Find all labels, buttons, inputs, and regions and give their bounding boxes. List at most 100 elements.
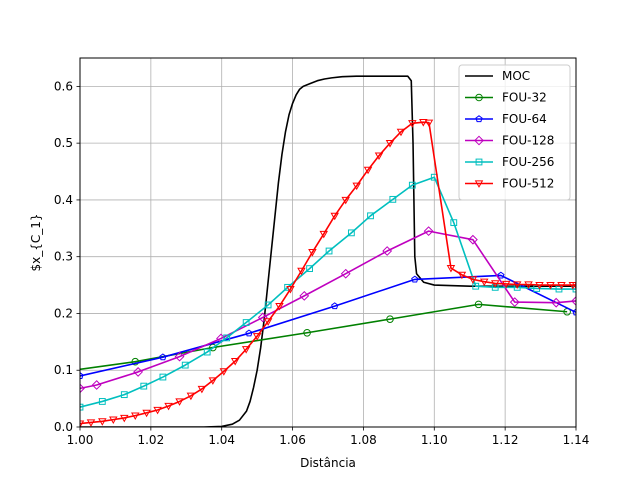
data-point-fou-128: [257, 312, 268, 323]
data-point-fou-512: [186, 392, 196, 401]
data-point-fou-512: [164, 402, 173, 411]
y-tick-label: 0.5: [54, 136, 73, 150]
legend-marker: [474, 180, 484, 188]
data-point-fou-64: [159, 353, 167, 361]
data-point-fou-512: [468, 276, 478, 284]
data-point-fou-256: [98, 398, 106, 405]
x-tick-label: 1.04: [208, 433, 235, 447]
data-point-fou-256: [389, 195, 397, 203]
series-moc: [80, 75, 576, 427]
legend-marker: [474, 135, 484, 146]
series-line-moc: [80, 75, 576, 427]
data-point-fou-512: [501, 280, 511, 289]
data-point-fou-128: [91, 380, 102, 390]
data-point-fou-512: [98, 418, 107, 426]
data-point-fou-512: [408, 120, 417, 128]
y-tick-label: 0.0: [54, 420, 73, 434]
data-point-fou-512: [219, 368, 229, 376]
data-point-fou-512: [252, 333, 262, 341]
y-axis-label: $x_{C_1}: [29, 213, 43, 271]
data-point-fou-256: [472, 282, 480, 290]
y-tick-label: 0.4: [54, 193, 73, 207]
data-point-fou-512: [571, 281, 576, 290]
data-point-fou-64: [497, 271, 505, 279]
data-point-fou-512: [385, 140, 395, 148]
data-point-fou-512: [396, 128, 406, 137]
data-point-fou-512: [419, 119, 428, 127]
data-point-fou-512: [297, 267, 306, 276]
series-fou-128: [80, 226, 576, 394]
data-point-fou-128: [551, 297, 562, 308]
data-point-fou-128: [299, 290, 310, 301]
data-point-fou-128: [571, 296, 576, 306]
data-point-fou-64: [572, 308, 576, 316]
data-point-fou-256: [306, 265, 313, 273]
legend-item-fou-32: FOU-32: [465, 91, 547, 105]
data-point-fou-512: [230, 358, 240, 366]
data-point-fou-512: [535, 281, 544, 290]
data-point-fou-512: [197, 385, 207, 394]
data-point-fou-128: [174, 351, 185, 362]
data-point-fou-256: [159, 373, 167, 381]
legend-item-fou-512: FOU-512: [465, 177, 554, 191]
data-point-fou-64: [245, 329, 253, 337]
y-tick-label: 0.2: [54, 306, 73, 320]
data-point-fou-512: [512, 281, 522, 289]
axis-ticks: 1.00 1.02 1.04 1.06 1.08 1.10 1.12 1.14 0.0 0.1 0.…: [54, 79, 589, 447]
data-point-fou-32: [131, 357, 140, 366]
data-point-fou-256: [120, 391, 128, 399]
data-point-fou-512: [352, 182, 361, 191]
plot-area: [80, 75, 576, 427]
data-point-fou-64: [80, 372, 84, 379]
legend-item-moc: MOC: [465, 69, 530, 83]
x-tick-label: 1.10: [421, 433, 448, 447]
data-point-fou-32: [209, 343, 217, 352]
data-point-fou-256: [264, 301, 272, 309]
data-point-fou-256: [491, 283, 499, 291]
x-tick-label: 1.12: [492, 433, 519, 447]
data-point-fou-128: [382, 246, 393, 256]
data-point-fou-512: [263, 318, 273, 326]
data-point-fou-128: [133, 367, 144, 377]
data-point-fou-32: [474, 300, 483, 309]
legend-label: FOU-512: [502, 177, 554, 191]
plot-frame: [79, 57, 577, 428]
data-point-fou-512: [424, 119, 434, 128]
legend-label: FOU-64: [502, 112, 547, 126]
data-point-fou-512: [208, 377, 218, 385]
data-point-fou-512: [479, 278, 489, 287]
legend-item-fou-256: FOU-256: [465, 155, 554, 169]
legend-box: [458, 64, 571, 201]
legend: MOC FOU-32 FOU-64 FOU-128 FOU-256 FOU-512: [458, 64, 571, 201]
data-point-fou-256: [140, 382, 148, 390]
data-point-fou-512: [319, 230, 329, 239]
data-point-fou-256: [284, 283, 292, 291]
legend-item-fou-128: FOU-128: [465, 134, 554, 148]
x-tick-label: 1.06: [279, 433, 306, 447]
series-fou-512: [80, 119, 576, 427]
data-point-fou-256: [450, 219, 458, 227]
data-point-fou-128: [509, 297, 520, 308]
legend-marker: [475, 115, 483, 123]
data-point-fou-256: [408, 181, 416, 189]
data-point-fou-256: [223, 334, 231, 342]
data-point-fou-512: [80, 420, 85, 427]
x-axis-label: Distância: [300, 456, 356, 470]
data-point-fou-256: [347, 229, 355, 237]
data-point-fou-512: [546, 281, 555, 290]
data-point-fou-256: [80, 403, 84, 411]
data-point-fou-512: [109, 416, 118, 425]
legend-label: FOU-256: [502, 155, 554, 169]
data-point-fou-512: [557, 281, 566, 290]
y-tick-label: 0.1: [54, 363, 73, 377]
legend-marker: [475, 93, 483, 102]
data-point-fou-512: [490, 280, 500, 288]
data-point-fou-512: [363, 166, 373, 175]
data-point-fou-512: [175, 398, 184, 406]
series-line-fou-128: [80, 230, 576, 390]
data-point-fou-64: [331, 302, 339, 310]
data-point-fou-512: [120, 414, 129, 423]
legend-label: MOC: [502, 69, 530, 83]
legend-marker: [475, 158, 483, 166]
